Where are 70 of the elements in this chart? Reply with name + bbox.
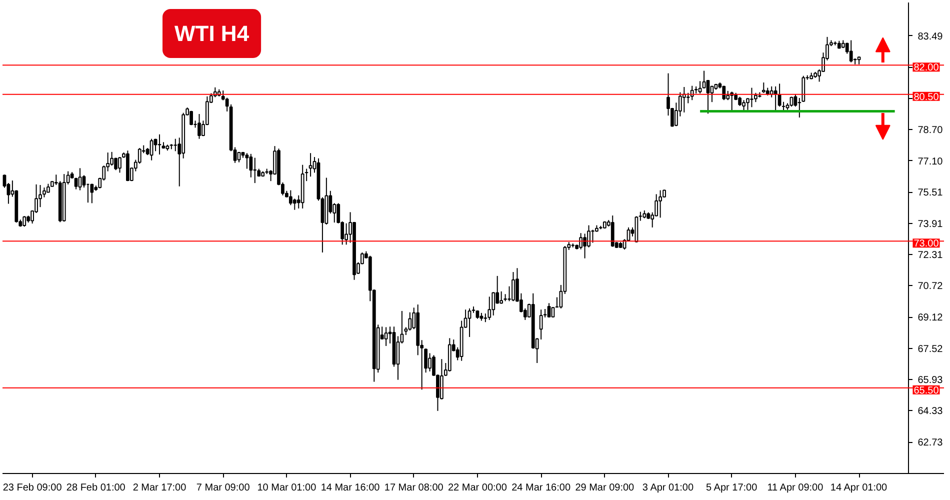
candlestick (308, 152, 312, 178)
candlestick (762, 82, 766, 94)
x-tick-label: 24 Mar 16:00 (512, 482, 571, 494)
candlestick (288, 190, 292, 206)
y-tick-label: 78.70 (918, 125, 944, 136)
candlestick (384, 326, 388, 346)
candlestick (158, 134, 162, 155)
ref-line-label: 65.50 (914, 385, 940, 396)
candlestick (344, 222, 348, 246)
candlestick (754, 92, 758, 103)
candlestick (488, 296, 492, 320)
candlestick (726, 90, 730, 101)
candlestick (138, 148, 142, 164)
candlestick (500, 290, 504, 304)
candlestick (579, 232, 583, 250)
y-tick-label: 69.12 (918, 312, 944, 324)
candlestick (249, 153, 253, 178)
y-tick-label: 83.49 (918, 31, 944, 42)
x-tick-label: 17 Mar 08:00 (384, 482, 444, 494)
candlestick (22, 216, 26, 228)
x-tick-label: 29 Mar 09:00 (575, 482, 635, 494)
candlestick (591, 229, 594, 244)
candlestick (118, 156, 122, 174)
x-tick-label: 7 Mar 09:00 (196, 482, 250, 494)
candlestick (174, 138, 178, 152)
x-tick-label: 2 Mar 17:00 (132, 482, 187, 494)
candlestick (82, 174, 86, 188)
candlestick (90, 183, 94, 204)
candlestick (849, 40, 853, 63)
x-tick-label: 14 Mar 16:00 (320, 482, 380, 494)
candlestick (551, 306, 555, 318)
candlestick (706, 79, 710, 114)
y-tick-label: 67.52 (918, 344, 944, 355)
x-tick-label: 28 Feb 01:00 (66, 482, 126, 494)
y-tick-label: 70.72 (918, 281, 944, 292)
candlestick (440, 358, 444, 400)
y-tick-label: 64.33 (918, 406, 944, 418)
candlestick (750, 87, 754, 108)
candlestick (78, 168, 82, 191)
x-tick-label: 22 Mar 00:00 (448, 482, 508, 494)
candlestick (198, 113, 201, 140)
y-tick-label: 75.51 (918, 188, 944, 199)
candlestick (583, 233, 586, 259)
candlestick (610, 215, 614, 248)
ref-line-label: 73.00 (914, 238, 940, 250)
candlestick (738, 96, 742, 106)
x-tick-label: 3 Apr 01:00 (642, 482, 694, 494)
candlestick (408, 312, 412, 332)
y-tick-label: 62.73 (918, 438, 944, 449)
text: WTI H4 (174, 21, 250, 46)
ref-line-label: 80.50 (914, 92, 940, 103)
x-tick-label: 10 Mar 01:00 (257, 482, 317, 494)
y-tick-label: 73.91 (918, 218, 944, 230)
candlestick (658, 190, 662, 218)
candlestick (512, 272, 515, 302)
x-tick-label: 5 Apr 17:00 (706, 482, 758, 494)
x-tick-label: 11 Apr 09:00 (767, 482, 824, 494)
y-tick-label: 77.10 (918, 156, 944, 168)
y-tick-label: 65.93 (918, 374, 944, 386)
x-tick-label: 23 Feb 09:00 (2, 482, 62, 494)
candlestick (253, 157, 257, 184)
y-tick-label: 72.31 (918, 250, 944, 262)
candlestick (292, 198, 296, 210)
candlestick (492, 292, 496, 316)
x-tick-label: 14 Apr 01:00 (830, 482, 888, 494)
candlestick (428, 352, 432, 372)
candlestick (742, 100, 746, 111)
ref-line-label: 82.00 (914, 62, 940, 74)
candlestick (547, 302, 551, 318)
candlestick (245, 152, 249, 170)
